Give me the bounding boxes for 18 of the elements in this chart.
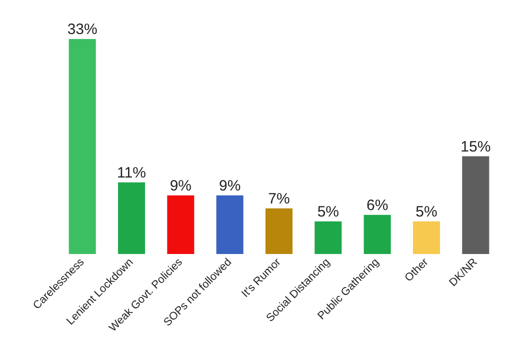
bar bbox=[412, 221, 440, 254]
data-label: 11% bbox=[117, 164, 146, 182]
bar bbox=[265, 208, 293, 254]
bar bbox=[167, 195, 194, 254]
data-label: 33% bbox=[67, 21, 98, 38]
data-label: 7% bbox=[268, 190, 290, 208]
bar bbox=[462, 156, 490, 254]
bar bbox=[118, 182, 146, 254]
data-label: 5% bbox=[317, 203, 340, 220]
bar bbox=[364, 214, 391, 254]
data-label: 6% bbox=[366, 196, 388, 214]
bar bbox=[68, 39, 96, 254]
bar bbox=[314, 221, 342, 254]
data-label: 9% bbox=[218, 177, 241, 194]
data-label: 15% bbox=[460, 138, 491, 156]
data-label: 9% bbox=[170, 177, 192, 194]
data-label: 5% bbox=[416, 203, 438, 220]
bar bbox=[216, 195, 244, 254]
